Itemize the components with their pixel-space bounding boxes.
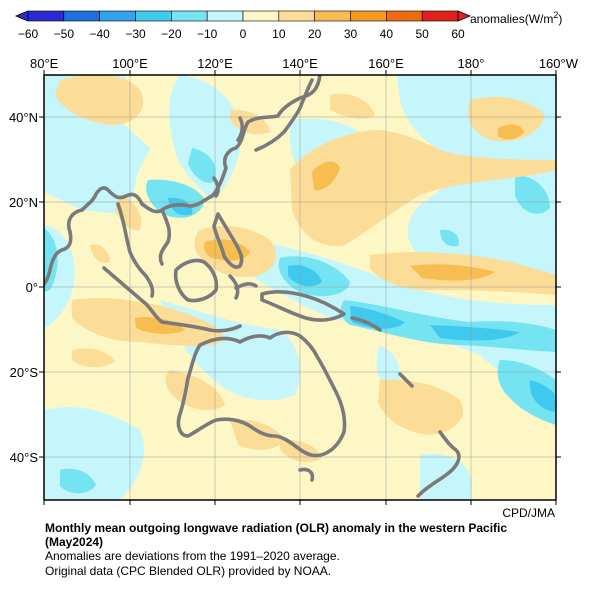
colorbar-tick-label: −10 bbox=[197, 27, 218, 41]
longitude-label: 100°E bbox=[112, 56, 148, 71]
colorbar-unit-label: anomalies(W/m2) bbox=[470, 10, 562, 26]
coast-sulawesi bbox=[228, 274, 258, 300]
colorbar-tick-label: 20 bbox=[308, 27, 322, 41]
coast-new-guinea bbox=[260, 290, 346, 322]
coast-new-caledonia bbox=[398, 372, 414, 388]
longitude-label: 120°E bbox=[197, 56, 233, 71]
colorbar-cell bbox=[135, 10, 172, 22]
coast-new-zealand bbox=[416, 430, 461, 498]
latitude-label: 40°S bbox=[10, 450, 39, 465]
coast-australia bbox=[176, 330, 347, 458]
colorbar-tick-label: −60 bbox=[18, 27, 39, 41]
colorbar-tick-label: −30 bbox=[125, 27, 146, 41]
colorbar-left-arrow bbox=[14, 10, 29, 22]
coast-indochina bbox=[80, 186, 144, 212]
colorbar-tick-label: 40 bbox=[380, 27, 394, 41]
latitude-label: 20°S bbox=[10, 365, 39, 380]
longitude-label: 160°E bbox=[368, 56, 404, 71]
coast-east-asia bbox=[140, 75, 322, 214]
colorbar-tick-label: 10 bbox=[272, 27, 286, 41]
coastlines bbox=[44, 75, 461, 498]
colorbar-cell bbox=[242, 10, 280, 22]
coast-solomons bbox=[350, 316, 382, 332]
colorbar-tick-labels: −60 −50 −40 −30 −20 −10 0 10 20 30 40 50 60 bbox=[18, 27, 465, 41]
colorbar-tick-label: 30 bbox=[344, 27, 358, 41]
colorbar-cell bbox=[27, 10, 65, 22]
caption-title-line2: (May2024) bbox=[45, 535, 104, 549]
latitude-label: 40°N bbox=[9, 110, 38, 125]
colorbar-cell bbox=[206, 10, 244, 22]
coast-borneo bbox=[173, 258, 219, 303]
colorbar-cell bbox=[278, 10, 315, 22]
map-panel: 80°E 100°E 120°E 140°E 160°E 180° 160°W 40°N 20… bbox=[9, 56, 579, 505]
coast-tasmania bbox=[298, 467, 315, 482]
credit-label: CPD/JMA bbox=[502, 506, 555, 520]
latitude-label: 20°N bbox=[9, 195, 38, 210]
longitude-label: 140°E bbox=[282, 56, 318, 71]
colorbar-tick-label: 50 bbox=[415, 27, 429, 41]
colorbar-cell bbox=[386, 10, 423, 22]
coast-taiwan bbox=[212, 176, 220, 198]
colorbar-cell bbox=[421, 10, 459, 22]
longitude-label: 160°W bbox=[539, 56, 579, 71]
caption-title-line1: Monthly mean outgoing longwave radiation… bbox=[45, 521, 508, 535]
latitude-labels: 40°N 20°N 0° 20°S 40°S bbox=[9, 110, 38, 465]
longitude-labels: 80°E 100°E 120°E 140°E 160°E 180° 160°W bbox=[30, 56, 579, 71]
longitude-label: 80°E bbox=[30, 56, 59, 71]
coast-korea bbox=[236, 116, 244, 142]
anomaly-positive-20 bbox=[135, 124, 524, 334]
coast-japan bbox=[254, 78, 314, 152]
colorbar: −60 −50 −40 −30 −20 −10 0 10 20 30 40 50 60 anomalie… bbox=[14, 10, 562, 41]
anomaly-field bbox=[44, 75, 556, 500]
coast-malay-peninsula bbox=[116, 202, 155, 298]
coast-java bbox=[160, 320, 242, 333]
colorbar-cell bbox=[99, 10, 136, 22]
colorbar-tick-label: −20 bbox=[161, 27, 182, 41]
graticule bbox=[44, 75, 556, 500]
colorbar-tick-label: −40 bbox=[89, 27, 110, 41]
coast-south-asia-peninsula bbox=[44, 208, 84, 286]
colorbar-cell bbox=[63, 10, 100, 22]
coast-sumatra bbox=[102, 266, 164, 324]
colorbar-cell bbox=[171, 10, 208, 22]
coast-philippines bbox=[212, 212, 244, 269]
colorbar-tick-label: −50 bbox=[54, 27, 75, 41]
axis-ticks bbox=[39, 70, 561, 505]
coast-indochina-east bbox=[158, 208, 172, 266]
colorbar-cell bbox=[350, 10, 387, 22]
colorbar-tick-label: 60 bbox=[451, 27, 465, 41]
colorbar-right-arrow bbox=[457, 10, 472, 22]
colorbar-cell bbox=[314, 10, 351, 22]
latitude-label: 0° bbox=[26, 280, 38, 295]
caption-note-line2: Original data (CPC Blended OLR) provided… bbox=[45, 564, 332, 578]
longitude-label: 180° bbox=[458, 56, 485, 71]
colorbar-cells bbox=[27, 10, 459, 22]
colorbar-tick-label: 0 bbox=[240, 27, 247, 41]
caption-note-line1: Anomalies are deviations from the 1991–2… bbox=[45, 549, 340, 563]
